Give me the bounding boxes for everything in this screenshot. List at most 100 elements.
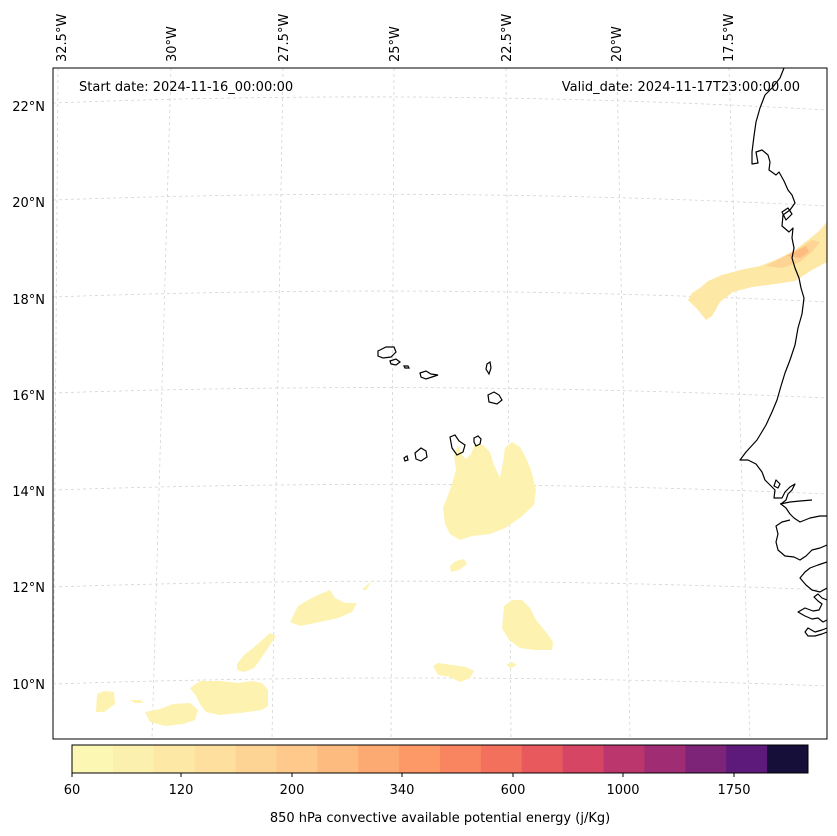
lon-tick-label: 22.5°W [500, 14, 515, 62]
colorbar-tick-label: 600 [501, 783, 526, 798]
coastline-banc-arguin [781, 207, 793, 221]
lat-tick-label: 12°N [12, 581, 45, 596]
map-panel [53, 68, 827, 739]
cape-region-central-band [290, 590, 357, 626]
island-brava [403, 455, 409, 462]
coastline-west-africa [739, 68, 827, 523]
colorbar-color-box [317, 745, 359, 773]
colorbar-color-box [440, 745, 482, 773]
cape-region-cape-verde-south [443, 442, 536, 540]
colorbar-color-box [399, 745, 441, 773]
map-background [53, 68, 827, 739]
cape-region-tiny [506, 662, 517, 668]
meridian-line [390, 68, 395, 739]
meridian-line [151, 68, 172, 739]
meridian-line [728, 68, 751, 739]
lat-tick-label: 16°N [12, 389, 45, 404]
coastline-gambia [779, 499, 813, 505]
lat-tick-label: 20°N [12, 196, 45, 211]
graticule [53, 68, 827, 739]
island-sao-vicente [389, 358, 401, 366]
lon-tick-label: 32.5°W [55, 14, 70, 62]
parallel-line [53, 677, 827, 687]
colorbar-color-box [767, 745, 809, 773]
colorbar: 60 120 200 340 600 1000 1750 850 hPa con… [64, 744, 809, 826]
meridian-line [616, 68, 631, 739]
colorbar-tick-label: 120 [169, 783, 194, 798]
cape-region-far-southwest [145, 703, 198, 726]
lat-tick-label: 22°N [12, 100, 45, 115]
cape-filled-contours [96, 222, 827, 726]
meridian-line [271, 68, 284, 739]
colorbar-color-box [153, 745, 196, 773]
map-frame [52, 67, 828, 740]
colorbar-color-box [358, 745, 400, 773]
colorbar-tick-label: 60 [64, 783, 81, 798]
parallel-line [53, 193, 827, 207]
african-coastline [739, 68, 827, 637]
parallel-line [53, 387, 827, 399]
cape-region-southeast-small [433, 663, 474, 682]
colorbar-color-box [480, 745, 523, 773]
island-santiago [449, 434, 466, 456]
colorbar-color-box [235, 745, 277, 773]
island-sal [485, 360, 492, 376]
cape-region-small-blob [450, 559, 467, 572]
colorbar-color-box [603, 745, 645, 773]
island-sao-nicolau [419, 370, 439, 380]
lon-tick-label: 17.5°W [722, 14, 737, 62]
colorbar-color-box [194, 745, 237, 773]
cape-region-thin-strip [362, 582, 371, 590]
cape-region-west-speck [130, 700, 144, 703]
parallel-line [53, 483, 827, 495]
colorbar-tick-label: 1750 [717, 783, 750, 798]
lat-tick-label: 18°N [12, 293, 45, 308]
coastline-guinea-south [799, 561, 827, 593]
island-maio [473, 435, 482, 447]
colorbar-tick-marks [71, 773, 735, 777]
lon-tick-label: 25°W [388, 26, 403, 62]
valid-date-label: Valid_date: 2024-11-17T23:00:00.00 [562, 80, 800, 95]
colorbar-frame [71, 744, 809, 774]
cape-region-east-blob [502, 600, 553, 650]
coastline-sierra-leone [797, 593, 827, 623]
cape-region-southwest [190, 681, 268, 715]
colorbar-color-box [685, 745, 727, 773]
parallel-line [53, 290, 827, 303]
parallel-line [53, 96, 827, 111]
lat-tick-label: 10°N [12, 678, 45, 693]
cape-region-west-small [96, 691, 115, 712]
latitude-tick-labels: 22°N 20°N 18°N 16°N 14°N 12°N 10°N [12, 100, 45, 693]
lat-tick-label: 14°N [12, 485, 45, 500]
lon-tick-label: 27.5°W [277, 14, 292, 62]
cape-verde-islands [377, 346, 503, 462]
island-boa-vista [487, 391, 503, 405]
island-santo-antao [377, 346, 397, 359]
coastline-cap-vert [773, 479, 781, 489]
coastline-guinea [775, 519, 827, 561]
island-santa-luzia [403, 365, 410, 369]
colorbar-title: 850 hPa convective available potential e… [270, 811, 610, 826]
colorbar-color-box [112, 745, 155, 773]
lon-tick-label: 20°W [610, 26, 625, 62]
lon-tick-label: 30°W [165, 26, 180, 62]
colorbar-color-box [276, 745, 318, 773]
colorbar-color-box [562, 745, 605, 773]
colorbar-color-box [726, 745, 768, 773]
colorbar-tick-label: 340 [390, 783, 415, 798]
island-fogo [414, 447, 428, 462]
start-date-label: Start date: 2024-11-16_00:00:00 [79, 80, 293, 95]
cape-region-mauritania [688, 222, 827, 320]
colorbar-color-box [72, 745, 114, 773]
coastline-sierra-leone-south [804, 627, 827, 637]
colorbar-tick-label: 1000 [606, 783, 639, 798]
parallel-line [53, 580, 827, 591]
colorbar-tick-label: 200 [280, 783, 305, 798]
colorbar-color-box [521, 745, 564, 773]
longitude-tick-labels: 32.5°W 30°W 27.5°W 25°W 22.5°W 20°W 17.5… [55, 14, 737, 62]
colorbar-color-box [644, 745, 686, 773]
colorbar-color-boxes [72, 745, 809, 773]
meridian-line [53, 68, 59, 739]
cape-region-west-band [237, 633, 276, 672]
